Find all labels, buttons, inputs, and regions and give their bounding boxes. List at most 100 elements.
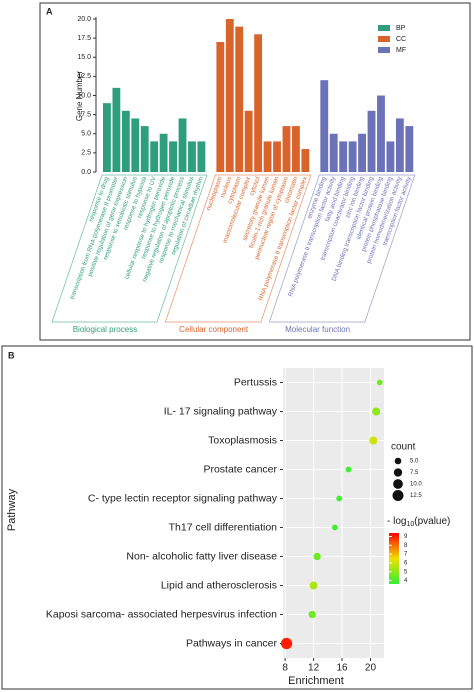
bar <box>178 118 187 172</box>
bar <box>150 141 159 172</box>
y-tick-label: Kaposi sarcoma- associated herpesvirus i… <box>46 608 277 620</box>
bar <box>131 118 140 172</box>
color-bar <box>389 533 399 584</box>
bar <box>386 141 395 172</box>
panel-label: A <box>46 6 53 16</box>
y-tick-label: 7.5 <box>81 111 91 118</box>
y-tick-label: 17.5 <box>77 35 91 42</box>
y-tick-label: 0.0 <box>81 169 91 176</box>
color-legend-label: 7 <box>404 552 408 558</box>
y-axis-title: Gene Number <box>75 71 84 122</box>
y-tick-label: Pertussis <box>234 376 277 388</box>
dot <box>280 637 293 650</box>
dot <box>336 495 343 502</box>
bar <box>273 141 281 172</box>
bar <box>395 118 404 172</box>
size-legend-label: 10.0 <box>410 482 422 488</box>
size-legend-dot <box>394 457 402 465</box>
group-bracket <box>51 174 208 323</box>
dot <box>372 407 381 416</box>
y-tick-label: Prostate cancer <box>203 463 277 475</box>
y-tick-label: 2.5 <box>81 150 91 157</box>
x-tick-label: 8 <box>282 663 288 674</box>
panel-border <box>39 2 471 341</box>
dot <box>313 552 321 561</box>
dot <box>345 466 352 473</box>
bar <box>367 110 376 172</box>
dot <box>376 379 383 386</box>
y-axis-title: Pathway <box>6 488 18 531</box>
bar <box>320 80 329 172</box>
y-tick-label: 20.0 <box>77 16 91 23</box>
color-legend-label: 6 <box>404 560 408 566</box>
color-legend-title: - log10(pvalue) <box>387 516 450 528</box>
legend-swatch <box>378 36 390 42</box>
dot <box>369 436 378 445</box>
x-tick-label: 12 <box>308 663 320 674</box>
size-legend-label: 7.5 <box>410 470 419 476</box>
y-tick-label: C- type lectin receptor signaling pathwa… <box>88 492 278 504</box>
bar <box>244 110 253 172</box>
size-legend-dot <box>392 489 404 502</box>
bar <box>103 103 111 172</box>
size-legend-dot <box>393 479 403 489</box>
plot-background <box>283 368 384 658</box>
group-label: Biological process <box>73 325 137 334</box>
legend-swatch <box>378 25 390 31</box>
legend-label: MF <box>396 47 406 54</box>
color-legend-title-part: 10 <box>406 521 414 528</box>
size-legend-label: 5.0 <box>410 459 419 465</box>
bar <box>159 133 168 172</box>
size-legend-dot <box>393 468 403 477</box>
bar <box>301 149 310 172</box>
x-tick-label: 20 <box>365 663 377 674</box>
dot <box>332 524 338 531</box>
group-bracket <box>268 174 416 323</box>
bar <box>377 95 385 172</box>
y-tick-label: 12.5 <box>77 73 91 80</box>
bar <box>112 87 121 172</box>
bar <box>121 110 130 172</box>
group-label: Cellular component <box>179 325 249 334</box>
group-label: Molecular function <box>285 325 350 334</box>
color-legend-label: 4 <box>404 578 408 584</box>
bar <box>263 141 272 172</box>
bar <box>169 141 177 172</box>
group-bracket <box>164 174 312 323</box>
bar <box>197 141 206 172</box>
dot <box>309 581 318 590</box>
bar <box>254 34 263 172</box>
bar <box>329 133 338 172</box>
x-tick-label: 16 <box>336 663 348 674</box>
dot <box>308 610 316 619</box>
y-tick-label: Pathways in cancer <box>186 637 278 649</box>
bar <box>235 26 244 173</box>
size-legend-label: 12.5 <box>410 493 422 499</box>
y-tick-label: Toxoplasmosis <box>208 434 277 446</box>
color-legend-label: 8 <box>404 543 408 549</box>
y-tick-label: 5.0 <box>81 131 91 138</box>
color-legend-label: 9 <box>404 534 408 540</box>
y-tick-label: Non- alcoholic fatty liver disease <box>126 550 277 562</box>
y-tick-label: IL- 17 signaling pathway <box>164 405 278 417</box>
legend-label: CC <box>396 36 406 43</box>
bar <box>292 126 300 172</box>
bar <box>282 126 291 172</box>
y-tick-label: Th17 cell differentiation <box>169 521 278 533</box>
size-legend-title: count <box>391 442 416 453</box>
bar <box>188 141 196 172</box>
color-legend-title-part: - log <box>387 516 406 527</box>
color-legend-title-part: (pvalue) <box>414 516 450 527</box>
y-tick-label: 15.0 <box>77 54 91 61</box>
bar <box>339 141 348 172</box>
legend-swatch <box>378 47 390 53</box>
panel-border <box>1 345 473 690</box>
y-tick-label: 10.0 <box>77 92 91 99</box>
bar <box>348 141 357 172</box>
color-legend-label: 5 <box>404 569 408 575</box>
y-tick-label: Lipid and atherosclerosis <box>161 579 277 591</box>
bar <box>140 126 149 172</box>
panel-label: B <box>8 350 15 360</box>
bar <box>225 19 234 172</box>
